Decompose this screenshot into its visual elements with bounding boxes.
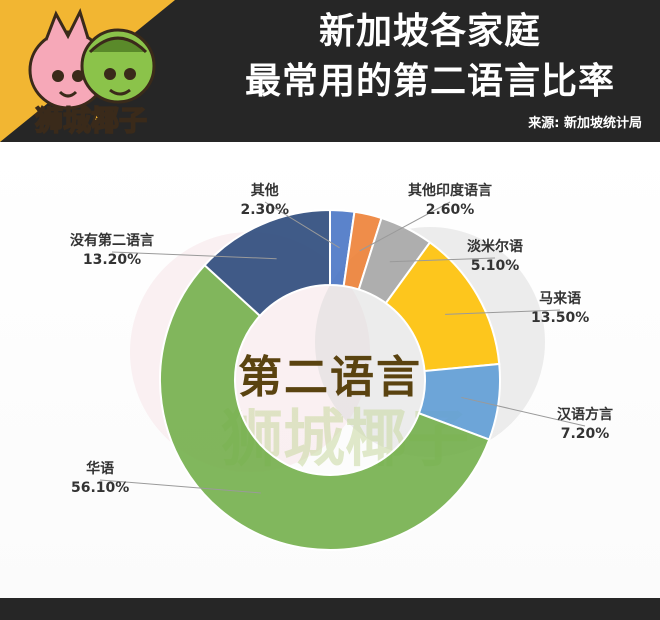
leader-lines bbox=[99, 201, 586, 494]
slice-category-label: 汉语方言 bbox=[557, 407, 613, 423]
logo-icon: 狮城椰子 bbox=[28, 7, 156, 138]
slice-category-label: 其他印度语言 bbox=[408, 183, 492, 199]
chart-area: 狮城椰子 其他 2.30% 其他印度语言 2.60% 淡米尔语 5.10% 马来语 13.50… bbox=[0, 142, 660, 598]
slice-label-4: 汉语方言 7.20% bbox=[557, 406, 613, 444]
slice-label-0: 其他 2.30% bbox=[241, 182, 290, 220]
leader-line-4 bbox=[461, 396, 586, 427]
leader-line-5 bbox=[99, 479, 261, 494]
slice-category-label: 马来语 bbox=[539, 291, 582, 307]
slice-label-6: 没有第二语言 13.20% bbox=[70, 232, 154, 270]
page-title-line2: 最常用的第二语言比率 bbox=[244, 61, 615, 102]
donut-slices bbox=[159, 208, 501, 551]
slice-value-label: 2.30% bbox=[240, 202, 290, 218]
donut-chart: 狮城椰子 bbox=[99, 201, 586, 551]
source-label: 来源: 新加坡统计局 bbox=[528, 116, 642, 131]
page-title-line1: 新加坡各家庭 bbox=[318, 11, 541, 52]
slice-category-label: 没有第二语言 bbox=[70, 233, 154, 249]
slice-value-label: 56.10% bbox=[71, 480, 130, 496]
donut-slice-5 bbox=[159, 263, 491, 551]
slice-value-label: 13.20% bbox=[82, 252, 142, 268]
leader-line-3 bbox=[445, 309, 561, 315]
leader-line-2 bbox=[389, 257, 496, 263]
slice-value-label: 7.20% bbox=[560, 426, 610, 442]
donut-slice-6 bbox=[203, 208, 331, 318]
slice-label-2: 淡米尔语 5.10% bbox=[467, 238, 523, 276]
slice-category-label: 其他 bbox=[250, 183, 279, 199]
slice-label-5: 华语 56.10% bbox=[71, 460, 129, 498]
slice-category-label: 淡米尔语 bbox=[467, 239, 523, 255]
leader-line-0 bbox=[264, 201, 340, 249]
footer-bar bbox=[0, 598, 660, 620]
center-label: 第二语言 bbox=[238, 352, 422, 403]
logo-text: 狮城椰子 bbox=[35, 104, 147, 137]
slice-value-label: 2.60% bbox=[425, 202, 475, 218]
slice-label-1: 其他印度语言 2.60% bbox=[408, 182, 492, 220]
slice-value-label: 5.10% bbox=[470, 258, 520, 274]
header-banner: 狮城椰子 新加坡各家庭 最常用的第二语言比率 来源: 新加坡统计局 bbox=[0, 0, 660, 142]
slice-value-label: 13.50% bbox=[531, 310, 590, 326]
slice-category-label: 华语 bbox=[86, 461, 115, 477]
leader-line-6 bbox=[111, 251, 277, 260]
slice-label-3: 马来语 13.50% bbox=[531, 290, 589, 328]
leader-line-1 bbox=[359, 201, 451, 252]
